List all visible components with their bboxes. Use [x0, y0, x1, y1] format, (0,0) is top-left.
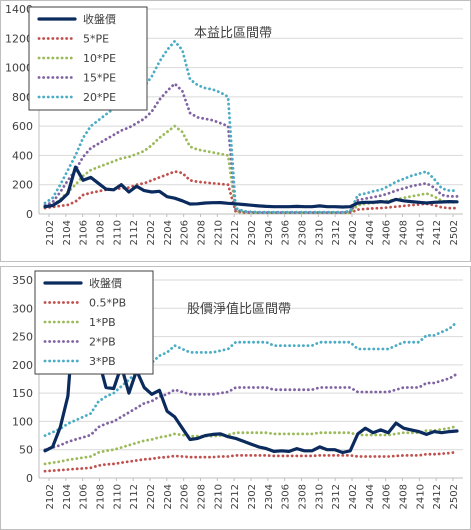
pe-band-chart: 0 200 400 600 800 1000 1200 1400 2102 2104 2106 210… — [5, 3, 463, 245]
x-tick-label: 2408 — [399, 484, 410, 509]
x-tick-label: 2110 — [112, 220, 123, 245]
series-line — [43, 320, 459, 438]
y-tick-label: 50 — [19, 444, 33, 457]
pe-band-chart-panel: 0 200 400 600 800 1000 1200 1400 2102 2104 2106 210… — [0, 0, 471, 262]
x-tick-label: 2204 — [163, 220, 174, 245]
x-tick-label: 2210 — [213, 220, 224, 245]
x-tick-label: 2206 — [180, 220, 191, 245]
x-tick-label: 2404 — [365, 484, 376, 509]
x-tick-label: 2306 — [281, 220, 292, 245]
series-line — [43, 295, 459, 455]
y-tick-label: 150 — [12, 387, 33, 400]
x-tick-label: 2402 — [348, 484, 359, 509]
series-line — [43, 450, 459, 473]
x-tick-label: 2206 — [180, 484, 191, 509]
series-line — [43, 424, 459, 466]
x-tick-label: 2202 — [146, 484, 157, 509]
x-tick-label: 2310 — [314, 484, 325, 509]
series-line — [43, 170, 459, 214]
x-tick-label: 2302 — [247, 484, 258, 509]
y-tick-label: 250 — [12, 331, 33, 344]
x-tick-label: 2302 — [247, 220, 258, 245]
x-tick-label: 2412 — [432, 484, 443, 509]
legend-label: 5*PE — [83, 33, 109, 46]
x-tick-label: 2204 — [163, 484, 174, 509]
pb-band-chart-panel: 0 50 100 150 200 250 300 350 2102 2104 2106 2108 211… — [0, 266, 471, 530]
x-tick-label: 2104 — [62, 220, 73, 245]
y-tick-label: 0 — [26, 208, 33, 221]
x-tick-label: 2106 — [79, 220, 90, 245]
legend-label: 收盤價 — [83, 12, 116, 26]
y-tick-label: 600 — [12, 120, 33, 133]
x-tick-label: 2304 — [264, 220, 275, 245]
legend-label: 3*PB — [89, 355, 116, 368]
x-tick-label: 2212 — [230, 484, 241, 509]
x-tick-label: 2312 — [331, 220, 342, 245]
x-tick-label: 2310 — [314, 220, 325, 245]
x-tick-label: 2208 — [197, 220, 208, 245]
x-tick-label: 2502 — [449, 484, 460, 509]
series-line — [43, 82, 459, 214]
y-tick-label: 1200 — [5, 32, 33, 45]
legend-label: 收盤價 — [89, 276, 122, 290]
x-tick-label: 2410 — [415, 220, 426, 245]
y-tick-label: 350 — [12, 274, 33, 287]
x-tick-label: 2404 — [365, 220, 376, 245]
x-tick-label: 2212 — [230, 220, 241, 245]
x-tick-label: 2412 — [432, 220, 443, 245]
x-tick-label: 2306 — [281, 484, 292, 509]
x-tick-label: 2406 — [382, 220, 393, 245]
y-tick-label: 1000 — [5, 62, 33, 75]
x-tick-label: 2106 — [79, 484, 90, 509]
x-tick-label: 2408 — [399, 220, 410, 245]
x-tick-label: 2304 — [264, 484, 275, 509]
x-tick-label: 2104 — [62, 484, 73, 509]
y-tick-label: 0 — [26, 472, 33, 485]
x-tick-label: 2202 — [146, 220, 157, 245]
legend-label: 1*PB — [89, 316, 116, 329]
x-tick-label: 2210 — [213, 484, 224, 509]
series-line — [43, 372, 459, 452]
y-tick-label: 100 — [12, 415, 33, 428]
x-tick-label: 2402 — [348, 220, 359, 245]
chart-title: 本益比區間帶 — [194, 26, 272, 41]
y-tick-label: 300 — [12, 302, 33, 315]
legend-label: 20*PE — [83, 91, 116, 104]
legend-label: 15*PE — [83, 72, 116, 85]
x-tick-label: 2410 — [415, 484, 426, 509]
x-tick-label: 2406 — [382, 484, 393, 509]
y-tick-label: 800 — [12, 91, 33, 104]
legend-label: 2*PB — [89, 336, 116, 349]
series-line — [43, 165, 459, 209]
legend-label: 0.5*PB — [89, 297, 126, 310]
x-tick-label: 2308 — [298, 484, 309, 509]
x-tick-label: 2112 — [129, 484, 140, 509]
x-tick-label: 2112 — [129, 220, 140, 245]
y-tick-label: 400 — [12, 149, 33, 162]
y-tick-label: 200 — [12, 179, 33, 192]
x-tick-label: 2102 — [45, 220, 56, 245]
x-tick-label: 2108 — [96, 220, 107, 245]
chart-title: 股價淨值比區間帶 — [187, 301, 291, 317]
x-tick-label: 2108 — [96, 484, 107, 509]
y-tick-label: 1400 — [5, 3, 33, 16]
x-tick-label: 2208 — [197, 484, 208, 509]
y-tick-label: 200 — [12, 359, 33, 372]
x-tick-label: 2502 — [449, 220, 460, 245]
x-tick-label: 2102 — [45, 484, 56, 509]
x-tick-label: 2110 — [112, 484, 123, 509]
pb-band-chart: 0 50 100 150 200 250 300 350 2102 2104 2106 2108 211… — [12, 270, 463, 509]
x-tick-label: 2308 — [298, 220, 309, 245]
x-tick-label: 2312 — [331, 484, 342, 509]
legend-label: 10*PE — [83, 52, 116, 65]
